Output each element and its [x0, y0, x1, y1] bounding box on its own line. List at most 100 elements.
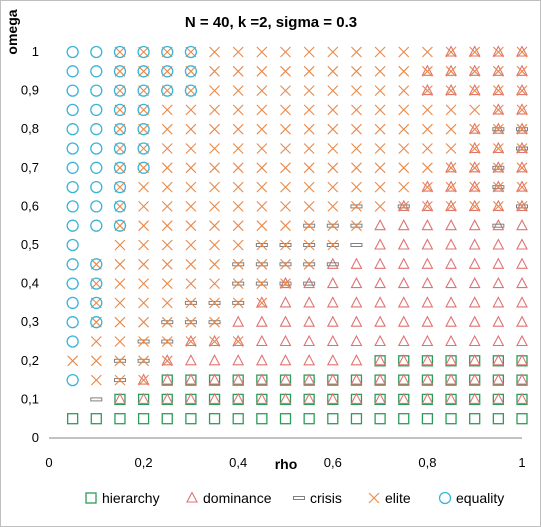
dominance-point [397, 392, 410, 404]
elite-point [374, 104, 386, 116]
dominance-point [468, 219, 481, 231]
y-tick-label: 0,3 [21, 314, 39, 329]
hierarchy-point [232, 413, 244, 425]
dominance-point [445, 392, 457, 404]
crisis-point [161, 339, 174, 344]
crisis-point [516, 204, 528, 209]
dominance-point [492, 161, 505, 173]
dominance-point [421, 392, 434, 404]
elite-point [209, 278, 220, 289]
legend-item-equality: equality [438, 490, 504, 506]
dominance-point [208, 392, 221, 404]
elite-point [114, 278, 126, 289]
elite-point [161, 201, 173, 212]
dominance-point [468, 373, 481, 385]
dominance-point [184, 373, 197, 385]
hierarchy-point [492, 413, 505, 425]
elite-point [303, 85, 315, 96]
elite-point [256, 181, 268, 193]
elite-point [256, 162, 268, 174]
elite-point [422, 123, 433, 135]
crisis-point [184, 320, 197, 325]
elite-point [280, 65, 291, 77]
x-tick-label: 0,8 [418, 455, 436, 470]
elite-point [351, 143, 362, 154]
elite-point [161, 181, 173, 193]
equality-point [66, 258, 79, 271]
equality-point [113, 180, 127, 194]
elite-point [138, 201, 149, 212]
dominance-point [492, 373, 505, 385]
elite-point [374, 85, 386, 96]
crisis-point [492, 223, 505, 228]
dominance-point [326, 315, 339, 327]
dominance-point [421, 180, 434, 192]
dominance-point [161, 392, 174, 404]
elite-point [327, 162, 339, 174]
elite-point [138, 297, 149, 309]
elite-point [114, 374, 126, 386]
dominance-point [232, 373, 245, 385]
dominance-point [232, 392, 245, 404]
dominance-point [516, 257, 528, 269]
data-marks [66, 45, 528, 425]
equality-point [90, 65, 103, 78]
elite-point [374, 162, 386, 174]
elite-point [185, 220, 197, 232]
elite-point [209, 220, 220, 232]
dominance-point [421, 354, 434, 366]
dominance-point [326, 276, 339, 289]
equality-point [90, 161, 103, 174]
dominance-point [350, 373, 363, 385]
equality-point [137, 65, 150, 78]
equality-point [66, 277, 79, 290]
dominance-point [445, 296, 457, 308]
elite-point [114, 85, 126, 96]
dominance-point [445, 199, 457, 211]
elite-point [280, 201, 291, 212]
dominance-point [468, 199, 481, 211]
elite-point [185, 181, 197, 193]
dominance-point [303, 315, 316, 327]
elite-point [422, 46, 433, 58]
equality-point [66, 219, 79, 232]
elite-point [492, 85, 504, 96]
dominance-point [516, 392, 528, 404]
dominance-point [255, 315, 268, 327]
elite-point [469, 143, 481, 154]
equality-point [66, 84, 79, 97]
elite-point [280, 46, 291, 58]
dominance-point [468, 45, 481, 57]
crisis-point [326, 262, 339, 267]
dominance-point [421, 238, 434, 250]
dominance-point [468, 122, 481, 134]
elite-point [327, 181, 339, 193]
dominance-point [350, 296, 363, 308]
dominance-point [255, 334, 268, 347]
dominance-point [516, 334, 528, 347]
elite-point [280, 220, 291, 232]
elite-point [445, 143, 457, 154]
elite-point [351, 181, 362, 193]
series-equality [66, 45, 198, 387]
elite-point [90, 355, 102, 367]
dominance-point [445, 238, 457, 250]
dominance-point [516, 103, 528, 115]
hierarchy-point [208, 413, 221, 425]
elite-point [185, 278, 197, 289]
elite-point [445, 65, 457, 77]
elite-point [422, 201, 433, 212]
elite-point [114, 355, 126, 367]
equality-point [184, 65, 198, 78]
dominance-point [279, 334, 292, 347]
elite-point [516, 46, 528, 58]
x-tick-label: 0,4 [229, 455, 247, 470]
dominance-point [279, 392, 292, 404]
dominance-point [516, 180, 528, 192]
dominance-point [397, 276, 410, 289]
dominance-point [516, 373, 528, 385]
elite-point [445, 181, 457, 193]
equality-point [137, 142, 150, 155]
elite-point [516, 162, 528, 174]
